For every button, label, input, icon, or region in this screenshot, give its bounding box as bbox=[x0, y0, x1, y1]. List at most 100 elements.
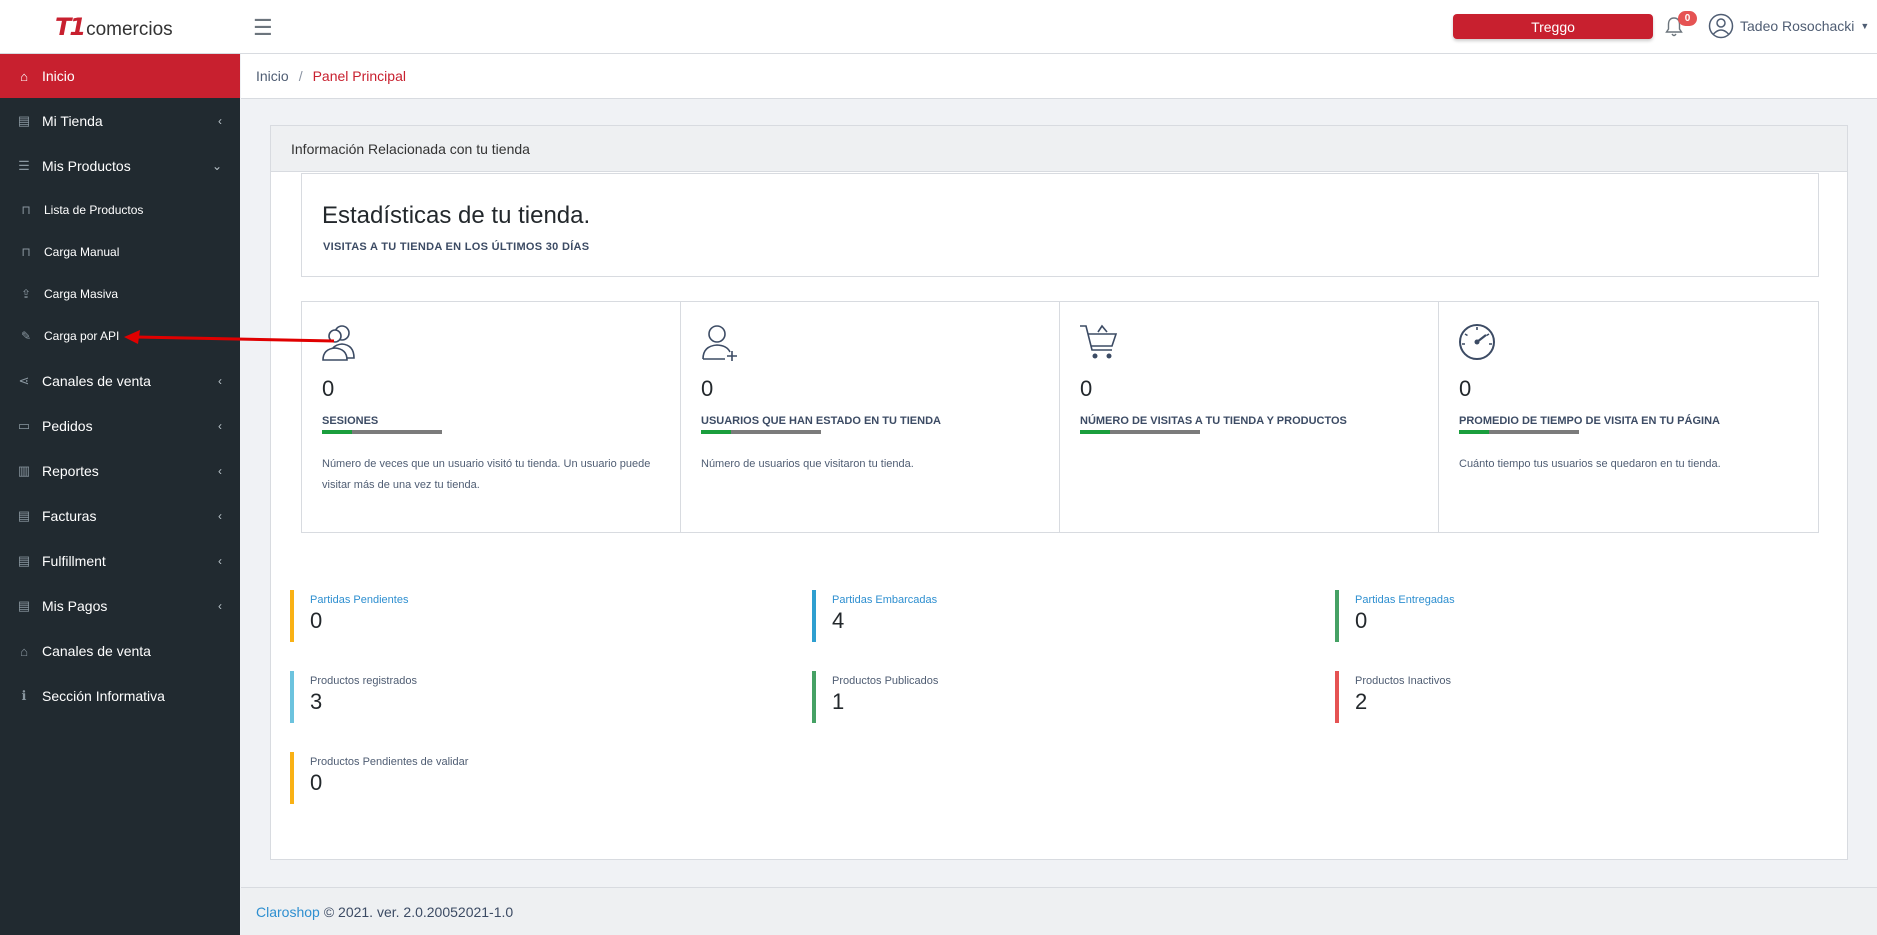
kpi-label-link[interactable]: Partidas Embarcadas bbox=[832, 594, 938, 606]
sidebar-item-fulfillment[interactable]: ▤ Fulfillment ‹ bbox=[0, 539, 240, 583]
metric-description: Número de veces que un usuario visitó tu… bbox=[322, 458, 651, 491]
home-icon: ⌂ bbox=[20, 643, 28, 659]
metric-description: Número de usuarios que visitaron tu tien… bbox=[701, 458, 914, 470]
sidebar-item-label: Carga Manual bbox=[44, 245, 120, 259]
sidebar-item-label: Reportes bbox=[42, 463, 99, 479]
kpi-productos-registrados: Productos registrados 3 bbox=[290, 671, 417, 723]
speedometer-icon bbox=[1459, 324, 1495, 360]
footer-text: © 2021. ver. 2.0.20052021-1.0 bbox=[323, 903, 514, 920]
kpi-label: Productos Inactivos bbox=[1355, 675, 1451, 687]
chevron-left-icon: ‹ bbox=[218, 114, 222, 128]
metric-value: 0 bbox=[1080, 376, 1093, 401]
sidebar-item-pedidos[interactable]: ▭ Pedidos ‹ bbox=[0, 404, 240, 448]
sidebar-item-lista-productos[interactable]: ⊓ Lista de Productos bbox=[0, 189, 240, 231]
metric-progress-fill bbox=[1080, 430, 1110, 434]
kpi-value: 0 bbox=[310, 770, 323, 795]
logo-text: comercios bbox=[86, 19, 173, 40]
kpi-value: 0 bbox=[310, 608, 323, 633]
metric-progress-fill bbox=[322, 430, 352, 434]
stats-header-box: Estadísticas de tu tienda. bbox=[301, 173, 1819, 277]
sidebar-item-canales-venta[interactable]: ⋖ Canales de venta ‹ bbox=[0, 359, 240, 403]
kpi-value: 1 bbox=[832, 689, 845, 714]
sidebar-item-facturas[interactable]: ▤ Facturas ‹ bbox=[0, 494, 240, 538]
chevron-left-icon: ‹ bbox=[218, 464, 222, 478]
metric-sessions: 0 SESIONES Número de veces que un usuari… bbox=[302, 302, 681, 532]
store-icon: ▤ bbox=[17, 508, 31, 523]
chevron-down-icon: ▼ bbox=[1860, 21, 1870, 31]
user-add-icon bbox=[702, 325, 737, 361]
logo-mark: T1 bbox=[55, 13, 86, 41]
sidebar-item-label: Fulfillment bbox=[42, 553, 106, 569]
logo[interactable]: T1 comercios bbox=[55, 13, 173, 41]
sidebar-item-carga-api[interactable]: ✎ Carga por API bbox=[0, 315, 240, 357]
sidebar-item-carga-manual[interactable]: ⊓ Carga Manual bbox=[0, 231, 240, 273]
home-icon: ⌂ bbox=[20, 68, 28, 84]
sidebar-item-reportes[interactable]: ▥ Reportes ‹ bbox=[0, 449, 240, 493]
kpi-label-link[interactable]: Partidas Pendientes bbox=[310, 594, 409, 606]
store-icon: ▤ bbox=[17, 553, 31, 568]
kpi-value: 3 bbox=[310, 689, 323, 714]
metric-label: USUARIOS QUE HAN ESTADO EN TU TIENDA bbox=[701, 415, 941, 427]
kpi-value: 4 bbox=[832, 608, 845, 633]
sidebar-item-label: Canales de venta bbox=[42, 373, 151, 389]
sidebar-item-mi-tienda[interactable]: ▤ Mi Tienda ‹ bbox=[0, 99, 240, 143]
chevron-left-icon: ‹ bbox=[218, 509, 222, 523]
sidebar-item-mis-pagos[interactable]: ▤ Mis Pagos ‹ bbox=[0, 584, 240, 628]
pencil-icon: ✎ bbox=[20, 329, 32, 343]
metric-value: 0 bbox=[701, 376, 714, 401]
metric-progress-bar bbox=[701, 430, 821, 434]
sidebar-item-canales-venta-2[interactable]: ⌂ Canales de venta bbox=[0, 629, 240, 673]
kpi-partidas-embarcadas: Partidas Embarcadas 4 bbox=[812, 590, 937, 642]
sidebar-item-label: Mis Productos bbox=[42, 158, 131, 174]
breadcrumb-separator: / bbox=[298, 68, 303, 84]
kpi-partidas-entregadas: Partidas Entregadas 0 bbox=[1335, 590, 1455, 642]
menu-toggle-icon[interactable]: ☰ bbox=[253, 15, 273, 40]
kpi-label-link[interactable]: Partidas Entregadas bbox=[1355, 594, 1455, 606]
sidebar-item-seccion-informativa[interactable]: ℹ Sección Informativa bbox=[0, 674, 240, 718]
stats-subtitle: VISITAS A TU TIENDA EN LOS ÚLTIMOS 30 DÍ… bbox=[323, 241, 590, 253]
footer: Claroshop © 2021. ver. 2.0.20052021-1.0 bbox=[241, 887, 1877, 935]
chevron-left-icon: ‹ bbox=[218, 374, 222, 388]
treggo-button[interactable]: Treggo bbox=[1453, 14, 1653, 39]
bell-icon[interactable] bbox=[1664, 16, 1684, 38]
list-icon: ▭ bbox=[17, 418, 31, 433]
user-menu[interactable]: Tadeo Rosochacki ▼ bbox=[1708, 13, 1869, 39]
metric-progress-bar bbox=[1459, 430, 1579, 434]
kpi-productos-inactivos: Productos Inactivos 2 bbox=[1335, 671, 1451, 723]
chevron-left-icon: ‹ bbox=[218, 599, 222, 613]
user-avatar-icon bbox=[1708, 13, 1734, 39]
sidebar-item-carga-masiva[interactable]: ⇪ Carga Masiva bbox=[0, 273, 240, 315]
sidebar: ⌂ Inicio ▤ Mi Tienda ‹ ☰ Mis Productos ⌄… bbox=[0, 54, 240, 935]
kpi-label: Productos Publicados bbox=[832, 675, 939, 687]
metric-progress-bar bbox=[322, 430, 442, 434]
sidebar-item-label: Inicio bbox=[42, 68, 75, 84]
notification-badge: 0 bbox=[1678, 11, 1697, 26]
metric-label: SESIONES bbox=[322, 415, 379, 427]
card-header: Información Relacionada con tu tienda bbox=[271, 126, 1847, 172]
sidebar-item-label: Carga por API bbox=[44, 329, 120, 343]
metric-time: 0 PROMEDIO DE TIEMPO DE VISITA EN TU PÁG… bbox=[1439, 302, 1818, 532]
metric-progress-bar bbox=[1080, 430, 1200, 434]
metric-value: 0 bbox=[1459, 376, 1472, 401]
footer-link-claroshop[interactable]: Claroshop bbox=[256, 903, 320, 920]
metric-description: Cuánto tiempo tus usuarios se quedaron e… bbox=[1459, 458, 1721, 470]
kpi-productos-publicados: Productos Publicados 1 bbox=[812, 671, 938, 723]
sidebar-item-label: Sección Informativa bbox=[42, 688, 165, 704]
metric-label: NÚMERO DE VISITAS A TU TIENDA Y PRODUCTO… bbox=[1080, 415, 1347, 427]
metric-users: 0 USUARIOS QUE HAN ESTADO EN TU TIENDA N… bbox=[681, 302, 1060, 532]
metric-label: PROMEDIO DE TIEMPO DE VISITA EN TU PÁGIN… bbox=[1459, 415, 1720, 427]
bag-icon: ⊓ bbox=[21, 245, 31, 259]
sidebar-item-mis-productos[interactable]: ☰ Mis Productos ⌄ bbox=[0, 144, 240, 188]
kpi-label: Productos registrados bbox=[310, 675, 417, 687]
sidebar-item-label: Lista de Productos bbox=[44, 203, 144, 217]
sidebar-item-inicio[interactable]: ⌂ Inicio bbox=[0, 54, 240, 98]
bag-icon: ⊓ bbox=[21, 203, 31, 217]
sidebar-item-label: Mis Pagos bbox=[42, 598, 108, 614]
chevron-left-icon: ‹ bbox=[218, 419, 222, 433]
chevron-left-icon: ‹ bbox=[218, 554, 222, 568]
sidebar-item-label: Mi Tienda bbox=[42, 113, 103, 129]
share-icon: ⋖ bbox=[18, 373, 30, 388]
kpi-value: 0 bbox=[1355, 608, 1368, 633]
sidebar-item-label: Facturas bbox=[42, 508, 97, 524]
breadcrumb-home[interactable]: Inicio bbox=[256, 68, 289, 84]
